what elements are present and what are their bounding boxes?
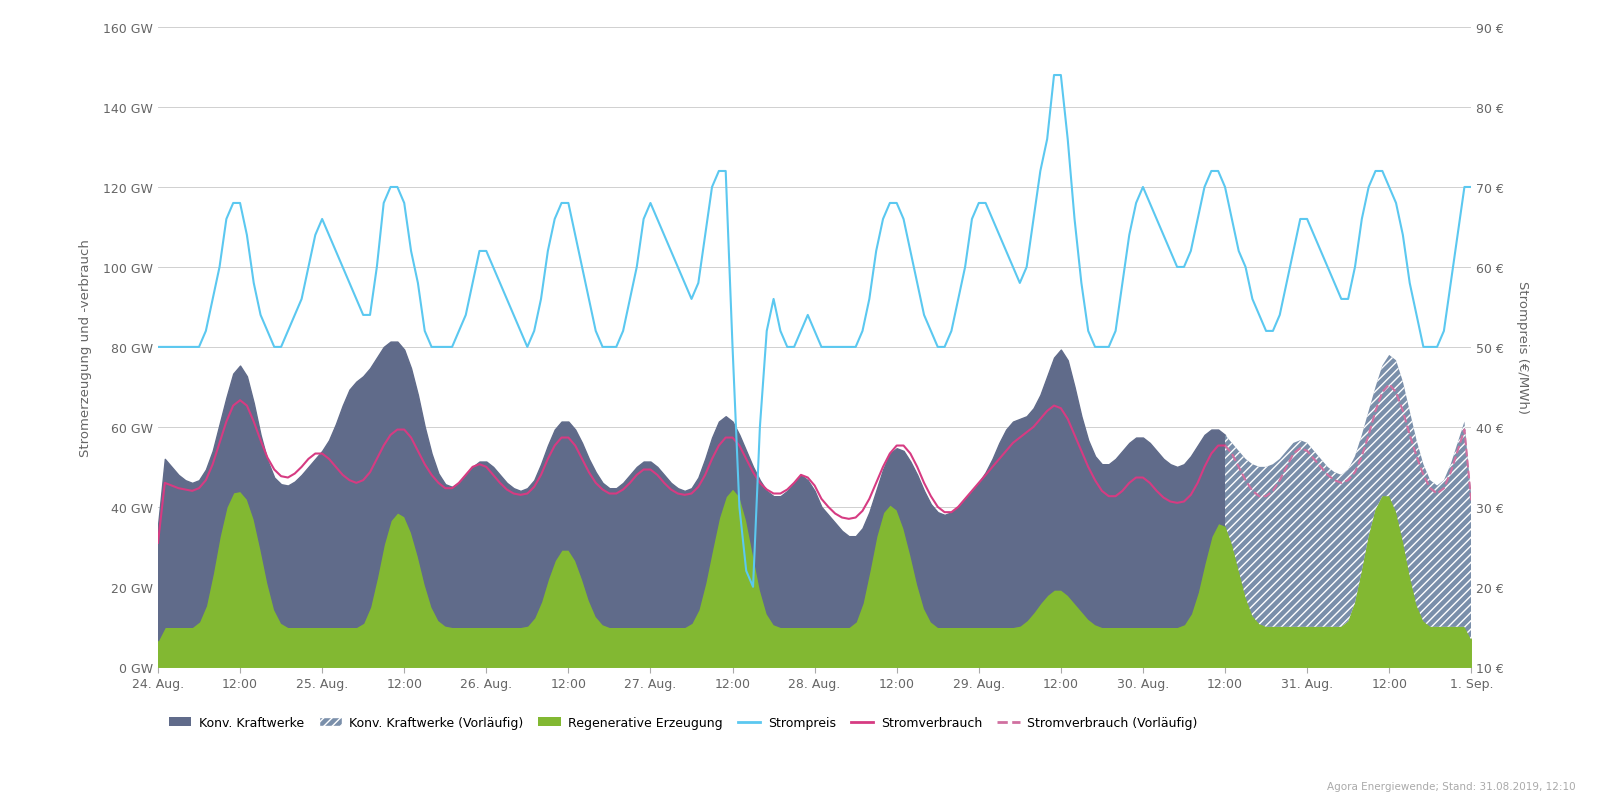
- Y-axis label: Stromerzeugung und -verbrauch: Stromerzeugung und -verbrauch: [78, 238, 93, 456]
- Legend: Konv. Kraftwerke, Konv. Kraftwerke (Vorläufig), Regenerative Erzeugung, Strompre: Konv. Kraftwerke, Konv. Kraftwerke (Vorl…: [163, 711, 1203, 734]
- Text: Agora Energiewende; Stand: 31.08.2019, 12:10: Agora Energiewende; Stand: 31.08.2019, 1…: [1328, 781, 1576, 791]
- Y-axis label: Strompreis (€/MWh): Strompreis (€/MWh): [1517, 281, 1530, 414]
